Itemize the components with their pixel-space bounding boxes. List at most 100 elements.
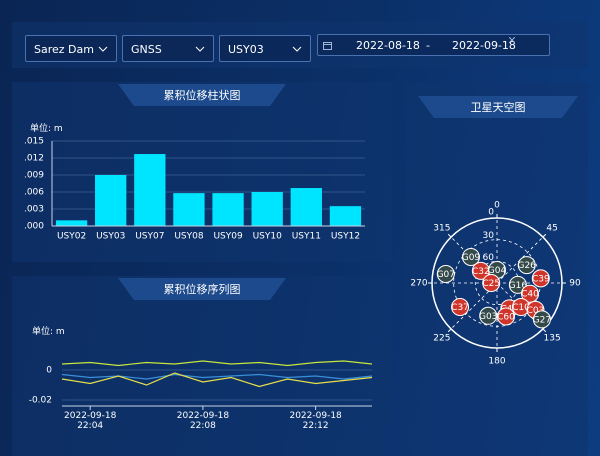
- method-value: GNSS: [131, 43, 162, 56]
- azimuth-label: 0: [494, 201, 500, 211]
- satellite-label: C60: [497, 312, 515, 322]
- site-select[interactable]: Sarez Dam: [25, 35, 117, 62]
- sky-panel-header: 卫星天空图: [418, 96, 578, 120]
- line-series: [61, 373, 373, 380]
- date-end: 2022-09-18: [452, 39, 516, 52]
- bar: [173, 193, 205, 226]
- x-tick-label: USY03: [96, 232, 125, 242]
- bar: [251, 192, 283, 226]
- bar-panel-title: 累积位移柱状图: [163, 89, 241, 102]
- satellite: [461, 247, 480, 266]
- bar: [55, 220, 88, 226]
- satellite: [520, 284, 539, 303]
- bar-panel: [12, 82, 392, 262]
- line-panel-title: 累积位移序列图: [163, 283, 241, 296]
- satellite-label: G27: [533, 315, 551, 325]
- x-tick-label: USY07: [135, 232, 164, 242]
- y-tick-label: .003: [24, 205, 44, 215]
- line-panel-header: 累积位移序列图: [118, 278, 286, 302]
- elevation-label: 0: [488, 208, 494, 218]
- chevron: [98, 46, 108, 52]
- azimuth-label: 270: [410, 279, 427, 289]
- bar: [95, 175, 127, 226]
- y-tick-label: .000: [24, 222, 44, 232]
- satellite-label: G26: [517, 261, 536, 271]
- satellite-label: G09: [462, 253, 481, 263]
- satellite-label: C10: [512, 303, 530, 313]
- x-tick-label: USY12: [331, 232, 360, 242]
- tab-bg: [118, 278, 286, 300]
- satellite: [479, 306, 498, 325]
- satellite: [496, 307, 515, 326]
- line-unit: 单位: m: [32, 327, 65, 337]
- x-tick-label: USY11: [292, 232, 321, 242]
- x-tick-label: USY10: [253, 232, 283, 242]
- azimuth-line: [450, 282, 498, 330]
- x-tick-label: USY09: [213, 232, 243, 242]
- date-separator: -: [426, 39, 430, 52]
- x-tick-label: USY02: [57, 232, 86, 242]
- tab-bg: [118, 84, 286, 106]
- date-range[interactable]: 2022-08-18 - 2022-09-18: [317, 34, 550, 56]
- satellite: [451, 297, 470, 316]
- x-tick-label: 2022-09-18 22:04: [64, 411, 117, 431]
- y-tick-label: .012: [24, 154, 44, 164]
- station-select[interactable]: USY03: [219, 35, 311, 62]
- y-tick-label: .015: [24, 137, 44, 147]
- y-tick-label: 0: [46, 366, 52, 376]
- bar: [134, 154, 166, 226]
- chevron: [195, 46, 205, 52]
- chevron: [292, 46, 302, 52]
- y-tick-label: -0.02: [29, 396, 52, 406]
- line-series: [61, 360, 373, 367]
- bar-unit: 单位: m: [30, 124, 63, 134]
- y-tick-label: .009: [24, 171, 44, 181]
- line-series: [61, 372, 373, 388]
- date-start: 2022-08-18: [356, 39, 420, 52]
- satellite: [517, 256, 536, 275]
- azimuth-tick: [542, 328, 547, 333]
- satellite: [532, 310, 551, 329]
- satellite-label: C40: [521, 290, 539, 300]
- calendar-icon: [323, 42, 332, 50]
- x-tick-label: USY08: [174, 232, 204, 242]
- satellite-label: G16: [509, 281, 528, 291]
- elevation-label: 60: [483, 253, 495, 263]
- satellite-label: G07: [437, 270, 455, 280]
- satellite-label: G03: [479, 312, 497, 322]
- sky-panel-title: 卫星天空图: [470, 101, 526, 114]
- tab-bg: [418, 96, 578, 118]
- azimuth-label: 90: [569, 279, 581, 289]
- y-tick-label: .006: [24, 188, 44, 198]
- satellite-label: C39: [532, 274, 550, 284]
- site-value: Sarez Dam: [34, 43, 94, 56]
- azimuth-label: 315: [433, 223, 450, 233]
- satellite: [508, 275, 527, 294]
- azimuth-tick: [542, 233, 547, 238]
- azimuth-label: 180: [488, 357, 505, 367]
- method-select[interactable]: GNSS: [122, 35, 214, 62]
- azimuth-label: 45: [546, 223, 557, 233]
- station-value: USY03: [228, 43, 264, 56]
- azimuth-tick: [447, 233, 452, 238]
- satellite: [482, 274, 501, 292]
- satellite-label: C32: [472, 267, 490, 277]
- azimuth-label: 135: [544, 334, 561, 344]
- satellite-label: G04: [488, 266, 507, 276]
- azimuth-tick: [447, 328, 452, 333]
- satellite-label: C37: [451, 303, 469, 313]
- bar-panel-header: 累积位移柱状图: [118, 84, 286, 108]
- bar: [329, 206, 362, 226]
- satellite: [531, 269, 550, 288]
- azimuth-label: 225: [433, 334, 450, 344]
- satellite: [436, 264, 455, 283]
- satellite-label: C03: [527, 306, 545, 316]
- elevation-label: 30: [483, 231, 495, 241]
- clear-icon[interactable]: [509, 37, 515, 43]
- bar: [212, 193, 244, 226]
- x-tick-label: 2022-09-18 22:12: [289, 411, 342, 431]
- satellite-label: C25: [482, 279, 500, 289]
- x-tick-label: 2022-09-18 22:08: [176, 411, 230, 431]
